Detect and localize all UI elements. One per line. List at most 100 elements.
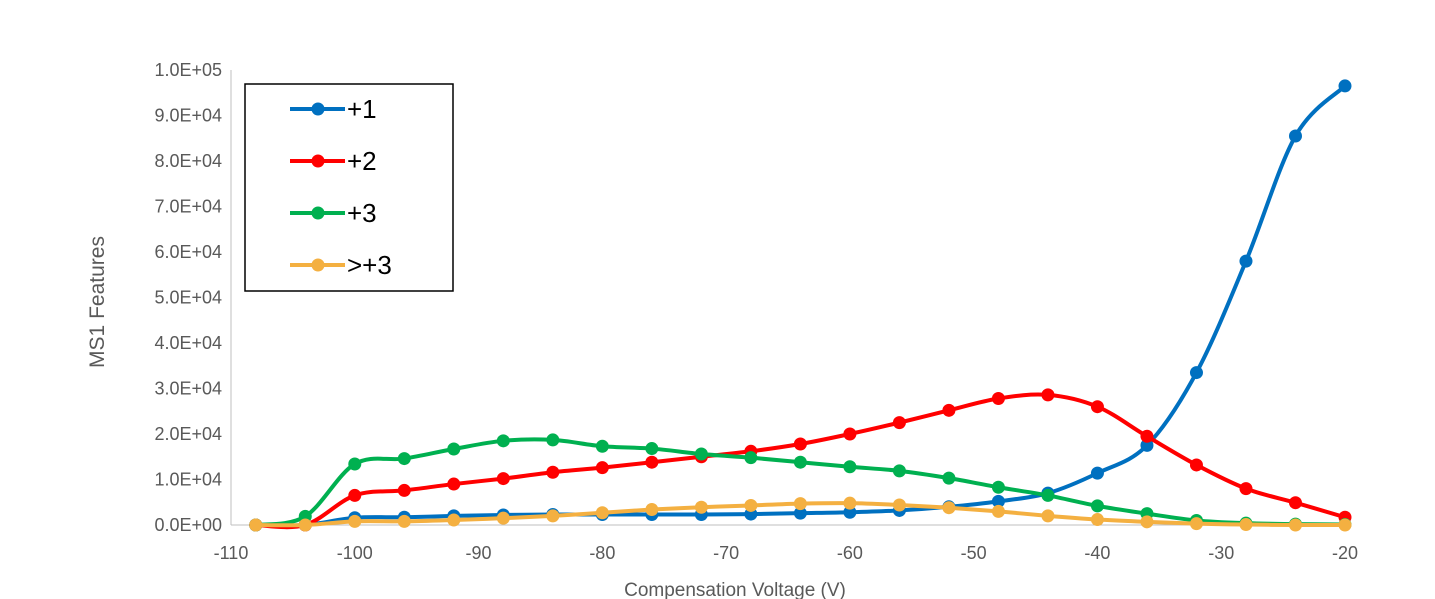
series-4: [249, 496, 1352, 532]
legend-marker: [311, 206, 325, 220]
data-point: [397, 483, 411, 497]
data-point: [595, 461, 609, 475]
data-point: [991, 392, 1005, 406]
data-point: [843, 496, 857, 510]
x-tick-label: -20: [1332, 543, 1358, 563]
data-point: [1140, 429, 1154, 443]
legend: +1 +2 +3 >+3: [244, 83, 454, 292]
data-point: [1090, 466, 1104, 480]
y-tick-label: 0.0E+00: [154, 515, 222, 535]
x-tick-label: -60: [837, 543, 863, 563]
x-tick-label: -90: [466, 543, 492, 563]
data-point: [397, 452, 411, 466]
y-tick-label: 5.0E+04: [154, 288, 222, 308]
data-point: [1239, 482, 1253, 496]
data-point: [1338, 518, 1352, 532]
legend-marker: [311, 154, 325, 168]
data-point: [348, 488, 362, 502]
data-point: [843, 427, 857, 441]
data-point: [546, 433, 560, 447]
legend-item: +3: [290, 198, 377, 228]
data-point: [694, 447, 708, 461]
data-point: [397, 514, 411, 528]
data-point: [793, 455, 807, 469]
data-point: [744, 498, 758, 512]
data-point: [496, 434, 510, 448]
data-point: [694, 500, 708, 514]
data-point: [843, 460, 857, 474]
data-point: [744, 451, 758, 465]
data-point: [843, 505, 857, 519]
x-tick-label: -110: [214, 543, 249, 563]
data-point: [1189, 366, 1203, 380]
data-point: [447, 477, 461, 491]
series-layer: [249, 79, 1352, 532]
data-point: [595, 506, 609, 520]
data-point: [793, 437, 807, 451]
data-point: [991, 504, 1005, 518]
legend-box: [244, 83, 454, 292]
data-point: [942, 501, 956, 515]
data-point: [793, 497, 807, 511]
legend-label: +2: [347, 146, 377, 176]
data-point: [645, 503, 659, 517]
y-tick-label: 2.0E+04: [154, 424, 222, 444]
data-point: [348, 514, 362, 528]
y-axis-ticks: 0.0E+00 1.0E+04 2.0E+04 3.0E+04 4.0E+04 5.0E+…: [154, 60, 222, 535]
data-point: [892, 498, 906, 512]
y-tick-label: 1.0E+04: [154, 470, 222, 490]
data-point: [1239, 518, 1253, 532]
data-point: [1239, 254, 1253, 268]
y-tick-label: 6.0E+04: [154, 242, 222, 262]
data-point: [892, 416, 906, 430]
data-point: [1041, 509, 1055, 523]
data-point: [991, 480, 1005, 494]
y-tick-label: 7.0E+04: [154, 197, 222, 217]
x-tick-label: -80: [589, 543, 615, 563]
data-point: [1090, 499, 1104, 513]
y-tick-label: 9.0E+04: [154, 106, 222, 126]
data-point: [645, 442, 659, 456]
legend-item: +1: [290, 94, 377, 124]
data-point: [1189, 517, 1203, 531]
data-point: [249, 518, 263, 532]
data-point: [1288, 129, 1302, 143]
legend-item: >+3: [290, 250, 392, 280]
x-axis-title: Compensation Voltage (V): [624, 580, 846, 599]
data-point: [1189, 458, 1203, 472]
data-point: [348, 457, 362, 471]
y-axis-title: MS1 Features: [86, 236, 109, 368]
legend-label: +3: [347, 198, 377, 228]
legend-label: >+3: [347, 250, 392, 280]
data-point: [793, 506, 807, 520]
data-point: [447, 442, 461, 456]
data-point: [496, 472, 510, 486]
legend-marker: [311, 258, 325, 272]
data-point: [1140, 515, 1154, 529]
data-point: [1288, 496, 1302, 510]
data-point: [1041, 388, 1055, 402]
data-point: [546, 509, 560, 523]
legend-marker: [311, 102, 325, 116]
x-tick-label: -40: [1084, 543, 1110, 563]
data-point: [1041, 488, 1055, 502]
legend-label: +1: [347, 94, 377, 124]
data-point: [942, 403, 956, 417]
data-point: [942, 471, 956, 485]
y-tick-label: 4.0E+04: [154, 333, 222, 353]
data-point: [496, 511, 510, 525]
data-point: [595, 439, 609, 453]
y-tick-label: 8.0E+04: [154, 151, 222, 171]
x-axis-ticks: -110 -100 -90 -80 -70 -60 -50 -40 -30 -20: [214, 543, 1358, 563]
data-point: [1090, 400, 1104, 414]
y-tick-label: 1.0E+05: [154, 60, 222, 80]
data-point: [991, 494, 1005, 508]
x-tick-label: -50: [961, 543, 987, 563]
data-point: [447, 513, 461, 527]
y-tick-label: 3.0E+04: [154, 379, 222, 399]
data-point: [546, 465, 560, 479]
data-point: [892, 464, 906, 478]
data-point: [1338, 79, 1352, 93]
x-tick-label: -30: [1208, 543, 1234, 563]
